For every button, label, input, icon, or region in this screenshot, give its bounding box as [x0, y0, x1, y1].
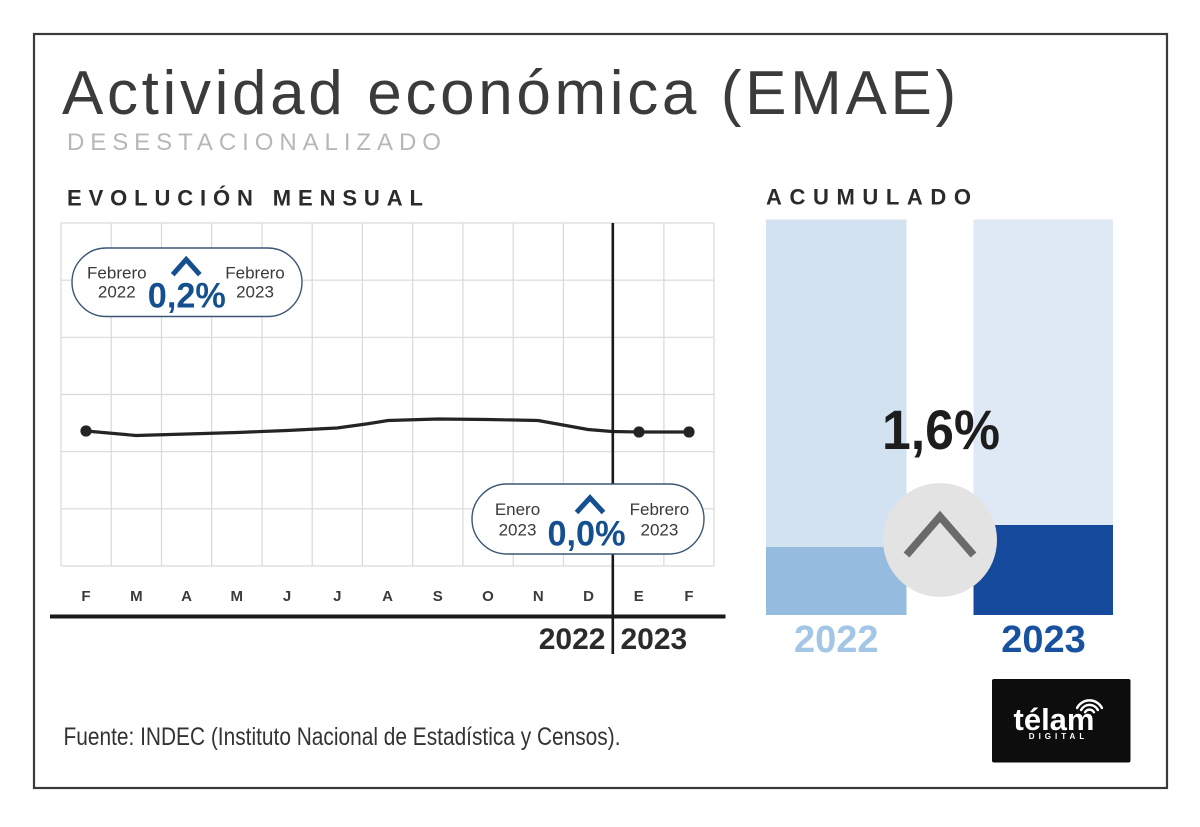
svg-text:2023: 2023 — [621, 623, 688, 656]
svg-text:0,0%: 0,0% — [548, 513, 626, 553]
svg-text:D: D — [583, 588, 594, 605]
svg-text:2023: 2023 — [499, 520, 537, 539]
svg-text:DIGITAL: DIGITAL — [1029, 732, 1088, 741]
svg-text:1,6%: 1,6% — [882, 399, 1000, 461]
svg-text:Febrero: Febrero — [630, 500, 690, 519]
svg-text:M: M — [130, 588, 143, 605]
svg-text:DESESTACIONALIZADO: DESESTACIONALIZADO — [67, 129, 447, 156]
svg-text:Febrero: Febrero — [225, 263, 285, 282]
svg-text:0,2%: 0,2% — [148, 276, 226, 316]
svg-text:2023: 2023 — [236, 282, 274, 301]
svg-text:J: J — [333, 588, 341, 605]
svg-text:J: J — [283, 588, 291, 605]
svg-text:M: M — [231, 588, 244, 605]
svg-text:2023: 2023 — [640, 520, 678, 539]
svg-text:A: A — [382, 588, 393, 605]
svg-text:2022: 2022 — [539, 623, 606, 656]
svg-text:2023: 2023 — [1001, 619, 1086, 661]
svg-text:Enero: Enero — [495, 500, 540, 519]
svg-text:Febrero: Febrero — [87, 263, 147, 282]
svg-text:F: F — [81, 588, 90, 605]
svg-text:2022: 2022 — [98, 282, 136, 301]
svg-text:S: S — [433, 588, 443, 605]
svg-text:F: F — [684, 588, 693, 605]
svg-text:O: O — [482, 588, 494, 605]
svg-text:N: N — [533, 588, 544, 605]
svg-text:E: E — [634, 588, 644, 605]
svg-text:A: A — [181, 588, 192, 605]
svg-text:Actividad económica (EMAE): Actividad económica (EMAE) — [62, 59, 960, 128]
svg-text:EVOLUCIÓN MENSUAL: EVOLUCIÓN MENSUAL — [67, 186, 430, 211]
svg-text:Fuente: INDEC (Instituto Nacio: Fuente: INDEC (Instituto Nacional de Est… — [64, 723, 621, 751]
svg-text:2022: 2022 — [794, 619, 879, 661]
svg-text:ACUMULADO: ACUMULADO — [766, 185, 979, 210]
